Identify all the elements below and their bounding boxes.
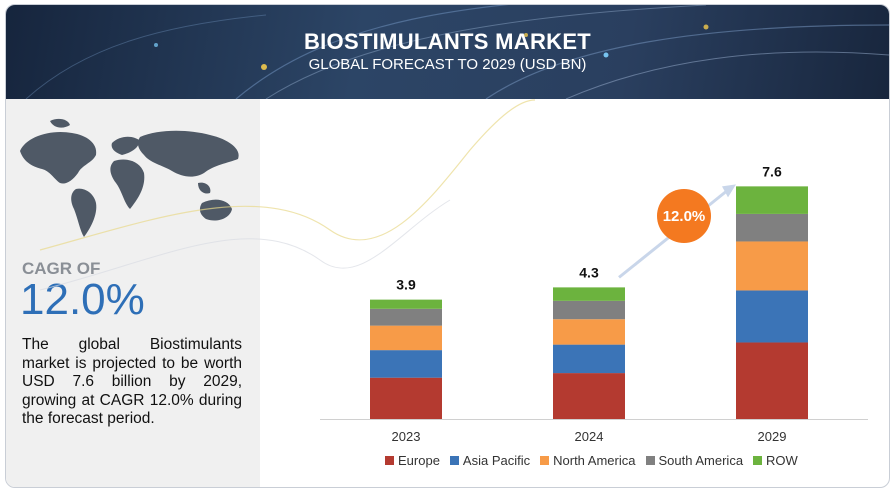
bar-2029-europe xyxy=(736,342,808,419)
bar-2024-south-america xyxy=(553,300,625,320)
bar-2024-row xyxy=(553,287,625,301)
chart-decoration xyxy=(39,99,536,291)
legend-label: Europe xyxy=(398,453,440,468)
legend-item-row: ROW xyxy=(753,453,798,468)
bar-2023-south-america xyxy=(370,308,442,326)
world-map-icon xyxy=(20,118,239,237)
legend-swatch xyxy=(449,456,459,465)
bar-2023-row xyxy=(370,299,442,309)
total-label-2024: 4.3 xyxy=(579,264,599,280)
cagr-bubble-label: 12.0% xyxy=(663,208,706,225)
legend-item-north-america: North America xyxy=(540,453,636,468)
legend-swatch xyxy=(753,456,763,465)
header-decoration xyxy=(25,5,889,99)
x-tick-2023: 2023 xyxy=(392,429,421,444)
bar-2029-south-america xyxy=(736,213,808,242)
legend-label: North America xyxy=(553,453,636,468)
x-tick-2029: 2029 xyxy=(758,429,787,444)
cagr-label: CAGR OF xyxy=(22,259,101,278)
chart-subtitle: GLOBAL FORECAST TO 2029 (USD BN) xyxy=(308,56,587,73)
market-description: The global Biostimulants market is proje… xyxy=(22,336,242,428)
chart-title: BIOSTIMULANTS MARKET xyxy=(303,29,592,54)
legend-label: South America xyxy=(658,453,744,468)
legend-swatch xyxy=(540,456,550,465)
bar-2029-asia-pacific xyxy=(736,290,808,343)
bar-2024-north-america xyxy=(553,319,625,345)
x-tick-2024: 2024 xyxy=(575,429,604,444)
bar-2029-row xyxy=(736,186,808,214)
legend-swatch xyxy=(385,456,394,465)
legend-label: ROW xyxy=(766,453,798,468)
cagr-bubble xyxy=(657,189,711,243)
bar-2023-north-america xyxy=(370,325,442,351)
bar-2029-north-america xyxy=(736,241,808,291)
legend-item-south-america: South America xyxy=(645,453,744,468)
header-banner: BIOSTIMULANTS MARKET GLOBAL FORECAST TO … xyxy=(6,5,889,99)
bar-2024-asia-pacific xyxy=(553,344,625,374)
legend-swatch xyxy=(645,456,655,465)
chart-legend: Europe Asia Pacific North America South Ame… xyxy=(385,453,798,468)
left-panel: CAGR OF 12.0% The global Biostimulants m… xyxy=(6,99,260,487)
legend-item-europe: Europe xyxy=(385,453,440,468)
bar-2023-asia-pacific xyxy=(370,350,442,378)
total-label-2023: 3.9 xyxy=(396,277,416,293)
growth-arrow-head xyxy=(722,184,736,198)
bar-2023-europe xyxy=(370,377,442,419)
bar-2024-europe xyxy=(553,373,625,419)
cagr-value: 12.0% xyxy=(20,275,145,324)
legend-label: Asia Pacific xyxy=(462,453,531,468)
total-label-2029: 7.6 xyxy=(762,163,782,179)
legend-item-asia-pacific: Asia Pacific xyxy=(449,453,531,468)
